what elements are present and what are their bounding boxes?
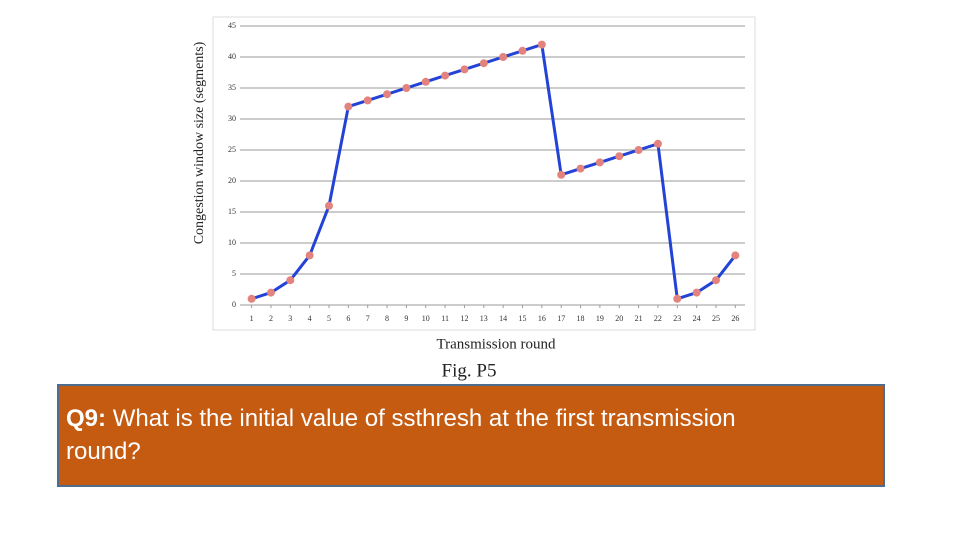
x-tick-label: 12 (460, 314, 468, 323)
x-tick-label: 22 (654, 314, 662, 323)
x-tick-label: 25 (712, 314, 720, 323)
data-point (731, 251, 740, 260)
data-point (615, 152, 624, 161)
x-tick-label: 3 (288, 314, 292, 323)
y-tick-label: 30 (228, 114, 236, 123)
chart: Congestion window size (segments) Transm… (192, 16, 756, 381)
y-tick-label: 15 (228, 207, 236, 216)
y-axis-title: Congestion window size (segments) (192, 41, 207, 244)
x-tick-label: 18 (577, 314, 585, 323)
question-label: Q9: (66, 405, 107, 432)
data-point (653, 139, 662, 148)
x-tick-label: 23 (673, 314, 681, 323)
y-tick-label: 5 (232, 269, 236, 278)
y-tick-label: 0 (232, 300, 236, 309)
data-point (286, 276, 295, 285)
x-axis-title: Transmission round (436, 336, 556, 352)
data-point (692, 288, 701, 297)
data-point (557, 170, 566, 179)
data-point (537, 40, 546, 49)
data-point (383, 90, 392, 99)
y-tick-label: 10 (228, 238, 236, 247)
x-tick-label: 8 (385, 314, 389, 323)
y-tick-label: 25 (228, 145, 236, 154)
x-tick-label: 5 (327, 314, 331, 323)
x-tick-label: 26 (731, 314, 739, 323)
data-point (518, 46, 527, 55)
data-point (421, 77, 430, 86)
data-point (247, 294, 256, 303)
x-tick-label: 1 (250, 314, 254, 323)
x-tick-label: 11 (441, 314, 449, 323)
data-point (402, 84, 411, 92)
x-tick-label: 2 (269, 314, 273, 323)
x-tick-label: 13 (480, 314, 488, 323)
data-point (576, 164, 585, 173)
x-tick-label: 24 (693, 314, 701, 323)
figure-caption: Fig. P5 (442, 360, 497, 381)
data-point (711, 276, 720, 285)
question-box: Q9: What is the initial value of ssthres… (57, 384, 885, 487)
y-tick-label: 20 (228, 176, 236, 185)
data-point (499, 53, 508, 61)
data-point (266, 288, 275, 297)
x-tick-label: 14 (499, 314, 507, 323)
data-point (595, 158, 604, 167)
y-tick-label: 45 (228, 21, 236, 30)
x-tick-label: 19 (596, 314, 604, 323)
question-text: What is the initial value of ssthresh at… (66, 405, 736, 465)
data-point (344, 102, 353, 111)
data-point (634, 146, 643, 154)
x-tick-label: 7 (366, 314, 370, 323)
x-tick-label: 15 (518, 314, 526, 323)
y-tick-label: 35 (228, 83, 236, 92)
question: Q9: What is the initial value of ssthres… (66, 402, 756, 468)
data-point (673, 294, 682, 303)
y-tick-label: 40 (228, 52, 236, 61)
x-tick-label: 4 (308, 314, 312, 323)
x-tick-label: 10 (422, 314, 430, 323)
x-tick-label: 20 (615, 314, 623, 323)
data-point (325, 201, 334, 210)
x-tick-label: 17 (557, 314, 565, 323)
x-tick-label: 16 (538, 314, 546, 323)
data-point (479, 59, 488, 68)
chart-frame (212, 16, 756, 331)
x-tick-label: 21 (635, 314, 643, 323)
data-point (305, 251, 314, 260)
data-point (441, 71, 450, 80)
data-point (460, 65, 469, 74)
data-point (363, 96, 372, 105)
x-tick-label: 9 (404, 314, 408, 323)
x-tick-label: 6 (346, 314, 350, 323)
